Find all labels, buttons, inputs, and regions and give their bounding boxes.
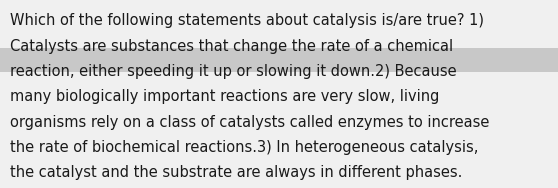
Text: the catalyst and the substrate are always in different phases.: the catalyst and the substrate are alway… xyxy=(10,165,463,180)
Text: Which of the following statements about catalysis is/are true? 1): Which of the following statements about … xyxy=(10,13,484,28)
Text: reaction, either speeding it up or slowing it down.2) Because: reaction, either speeding it up or slowi… xyxy=(10,64,456,79)
Text: the rate of biochemical reactions.3) In heterogeneous catalysis,: the rate of biochemical reactions.3) In … xyxy=(10,140,478,155)
Text: Catalysts are substances that change the rate of a chemical: Catalysts are substances that change the… xyxy=(10,39,453,54)
FancyBboxPatch shape xyxy=(0,48,558,72)
Text: organisms rely on a class of catalysts called enzymes to increase: organisms rely on a class of catalysts c… xyxy=(10,115,489,130)
Text: many biologically important reactions are very slow, living: many biologically important reactions ar… xyxy=(10,89,439,104)
